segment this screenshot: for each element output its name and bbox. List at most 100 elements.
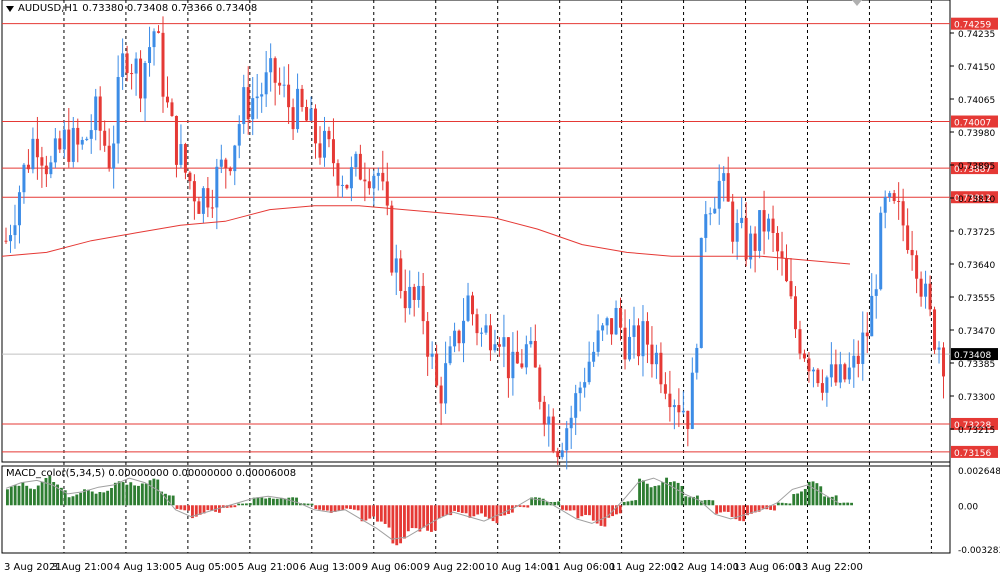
macd-histogram-bar <box>218 505 221 513</box>
candle-body <box>448 346 452 364</box>
candle-body <box>892 193 896 201</box>
price-level-label: 0.73228 <box>954 421 991 431</box>
macd-histogram-bar <box>796 493 800 506</box>
candle-body <box>511 351 515 379</box>
macd-histogram-bar <box>48 476 52 506</box>
candle-body <box>201 188 205 214</box>
price-tick-label: 0.73300 <box>958 393 995 403</box>
candle-body <box>116 77 120 144</box>
macd-histogram-bar <box>310 503 314 506</box>
candle-body <box>403 290 407 309</box>
macd-histogram-bar <box>522 505 526 508</box>
candle-body <box>228 168 232 172</box>
candle-body <box>165 96 169 103</box>
macd-histogram-bar <box>175 505 179 509</box>
candle-body <box>789 281 793 297</box>
candle-body <box>49 162 53 175</box>
candle-body <box>385 181 389 206</box>
time-axis-label: 6 Aug 13:00 <box>300 562 361 573</box>
macd-histogram-bar <box>433 505 437 531</box>
price-tick-label: 0.73640 <box>958 261 995 271</box>
price-level-label: 0.74007 <box>954 119 991 129</box>
candle-body <box>372 175 376 189</box>
candle-body <box>354 153 358 168</box>
candle-body <box>515 351 519 364</box>
candle-body <box>246 87 250 120</box>
candle-body <box>677 405 681 413</box>
indicator-panel-frame <box>1 465 951 554</box>
macd-histogram-bar <box>133 485 137 506</box>
macd-histogram-bar <box>387 505 391 528</box>
time-axis-label: 13 Aug 22:00 <box>795 562 862 573</box>
candle-body <box>713 208 717 214</box>
macd-histogram-bar <box>803 488 807 506</box>
collapse-triangle-icon[interactable] <box>6 5 14 12</box>
candle-body <box>327 130 331 140</box>
price-level-label-bg <box>951 115 998 128</box>
macd-histogram-bar <box>106 490 110 506</box>
candle-body <box>771 218 775 233</box>
candle-body <box>735 222 739 242</box>
macd-histogram-bar <box>214 505 217 512</box>
candle-body <box>192 181 196 202</box>
macd-histogram-bar <box>684 496 688 506</box>
macd-histogram-bar <box>25 485 29 506</box>
candle-body <box>94 96 98 131</box>
macd-histogram-bar <box>379 505 383 522</box>
macd-histogram-bar <box>553 501 557 506</box>
macd-histogram-bar <box>206 505 210 511</box>
macd-tick-label: 0.00 <box>958 502 978 512</box>
macd-histogram-bar <box>210 505 214 511</box>
current-price-label-bg <box>951 348 998 361</box>
macd-histogram-bar <box>584 505 588 515</box>
macd-histogram-bar <box>352 505 356 510</box>
price-tick-label: 0.73215 <box>958 426 995 436</box>
macd-histogram-bar <box>187 505 191 511</box>
macd-histogram-bar <box>90 491 94 506</box>
macd-histogram-bar <box>140 483 144 506</box>
candle-body <box>551 416 555 452</box>
macd-signal-line <box>5 477 839 540</box>
macd-histogram-bar <box>464 505 468 514</box>
candle-body <box>278 82 282 86</box>
macd-histogram-bar <box>738 505 742 521</box>
candle-body <box>798 329 802 354</box>
macd-histogram-bar <box>9 486 13 506</box>
macd-histogram-bar <box>603 505 607 527</box>
candle-body <box>367 181 371 189</box>
macd-histogram-bar <box>734 505 738 520</box>
macd-histogram-bar <box>846 502 850 506</box>
time-axis-label: 3 Aug 21:00 <box>52 562 113 573</box>
macd-histogram-bar <box>807 481 811 506</box>
macd-histogram-bar <box>36 485 40 506</box>
time-axis-label: 5 Aug 21:00 <box>238 562 299 573</box>
candle-body <box>336 163 340 186</box>
candle-body <box>502 337 506 347</box>
candle-body <box>98 96 102 131</box>
candle-body <box>143 63 147 99</box>
candle-body <box>40 157 44 166</box>
macd-histogram-bar <box>406 505 410 532</box>
macd-histogram-bar <box>341 505 345 511</box>
macd-histogram-bar <box>98 492 102 506</box>
candle-body <box>305 107 309 121</box>
macd-histogram-bar <box>148 480 152 506</box>
scroll-arrow-icon[interactable] <box>852 0 862 6</box>
macd-histogram-bar <box>287 497 291 506</box>
candle-body <box>861 332 865 364</box>
macd-histogram-bar <box>456 505 460 513</box>
macd-histogram-bar <box>468 505 472 518</box>
macd-histogram-bar <box>657 485 661 506</box>
candle-body <box>807 358 811 372</box>
candle-body <box>466 295 470 321</box>
macd-histogram-bar <box>6 489 9 506</box>
price-tick-label: 0.73810 <box>958 195 995 205</box>
macd-histogram-bar <box>776 502 780 506</box>
candle-body <box>686 410 690 429</box>
macd-histogram-bar <box>730 505 734 517</box>
candle-body <box>161 32 165 97</box>
macd-histogram-bar <box>430 505 433 532</box>
macd-histogram-bar <box>773 505 776 511</box>
